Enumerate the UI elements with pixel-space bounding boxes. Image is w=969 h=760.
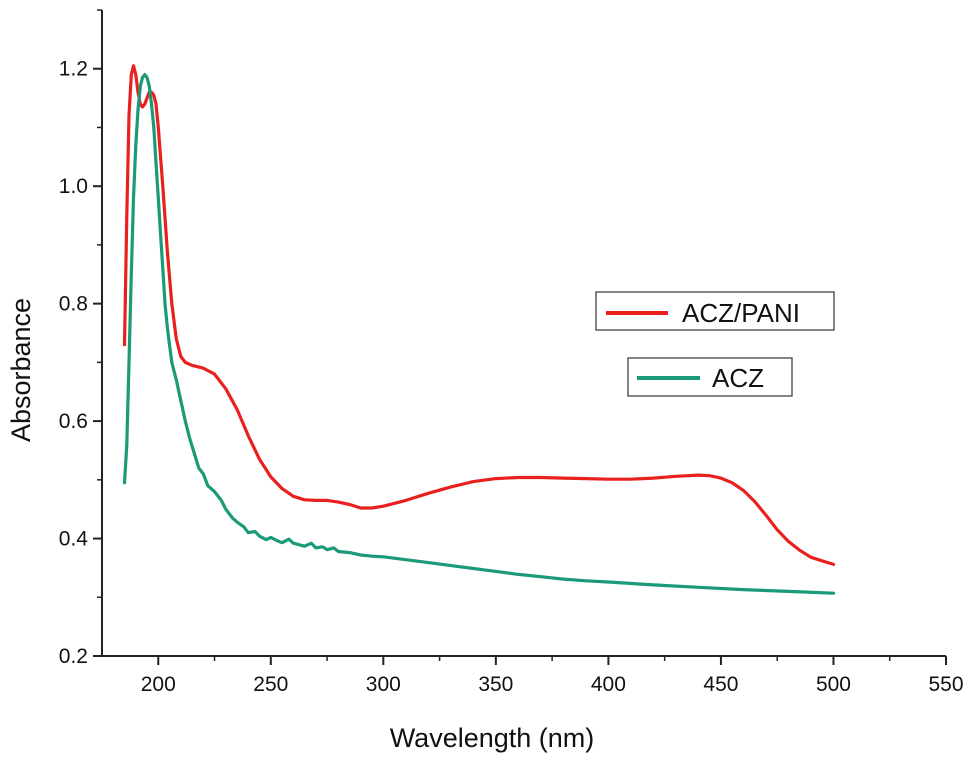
x-tick-label: 350 xyxy=(478,673,513,696)
series-layer xyxy=(122,64,836,595)
y-tick-label: 0.2 xyxy=(59,645,88,668)
y-tick-label: 0.6 xyxy=(59,410,88,433)
x-tick-label: 200 xyxy=(141,673,176,696)
y-tick-label: 0.8 xyxy=(59,293,88,316)
legend: ACZ/PANI ACZ xyxy=(595,291,835,397)
x-tick-label: 400 xyxy=(591,673,626,696)
axes: 0.2 0.4 0.6 0.8 1.0 1.2 200 250 300 350 400 450 500 5… xyxy=(59,9,964,696)
y-axis-title: Absorbance xyxy=(6,298,36,442)
y-tick-label: 1.2 xyxy=(59,58,88,81)
legend-label-acz-pani: ACZ/PANI xyxy=(682,298,800,328)
y-tick-label: 1.0 xyxy=(59,175,88,198)
x-tick-label: 300 xyxy=(366,673,401,696)
x-tick-label: 450 xyxy=(703,673,738,696)
x-tick-label: 500 xyxy=(816,673,851,696)
x-tick-label: 550 xyxy=(928,673,963,696)
y-tick-label: 0.4 xyxy=(59,528,89,551)
x-axis-title: Wavelength (nm) xyxy=(390,723,595,753)
series-line-acz xyxy=(122,73,836,595)
legend-label-acz: ACZ xyxy=(712,363,764,393)
x-tick-label: 250 xyxy=(253,673,288,696)
